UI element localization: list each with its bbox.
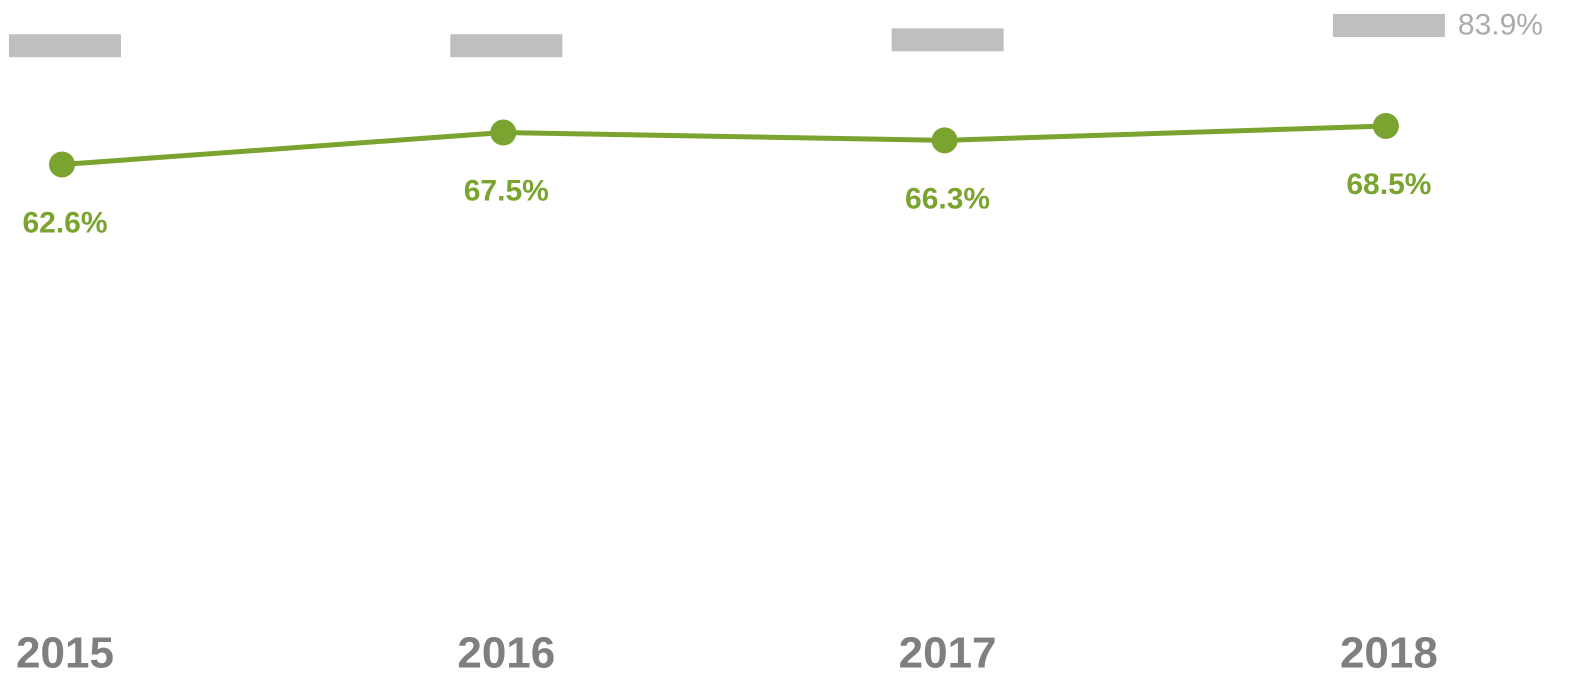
x-tick-label: 2018 xyxy=(1340,629,1438,678)
data-label: 62.6% xyxy=(22,206,107,239)
series-line xyxy=(61,123,1386,167)
point xyxy=(931,127,958,154)
point xyxy=(1372,112,1399,139)
x-tick-label: 2016 xyxy=(457,629,555,678)
point xyxy=(49,151,75,178)
point xyxy=(490,119,517,146)
x-tick-label: 2015 xyxy=(16,629,114,678)
target-marker xyxy=(450,34,563,58)
x-tick-label: 2017 xyxy=(899,629,997,678)
data-label: 66.3% xyxy=(905,182,990,215)
target-marker xyxy=(1332,13,1445,37)
data-label: 83.9% xyxy=(1458,8,1543,41)
target-marker xyxy=(9,34,121,58)
data-label: 68.5% xyxy=(1346,168,1431,201)
target-marker xyxy=(891,28,1004,52)
data-label: 67.5% xyxy=(464,174,549,207)
